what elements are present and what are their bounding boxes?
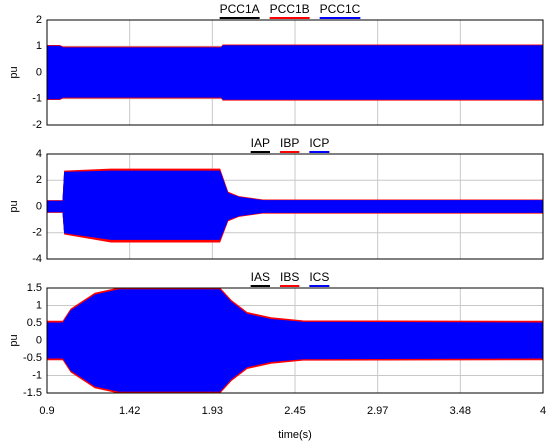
y-tick-label: -1.5 bbox=[23, 387, 42, 399]
y-tick-label: 0 bbox=[36, 200, 42, 212]
y-tick-label: 2 bbox=[36, 174, 42, 186]
legend-entry: PCC1A bbox=[220, 2, 260, 16]
x-tick-label: 2.97 bbox=[367, 405, 388, 417]
x-tick-label: 3.48 bbox=[450, 405, 471, 417]
legend-entry: ICS bbox=[309, 270, 329, 284]
legend-entry: PCC1B bbox=[270, 2, 310, 16]
x-tick-label: 2.45 bbox=[284, 405, 305, 417]
legend-entry: IAP bbox=[251, 136, 270, 150]
y-tick-label: -4 bbox=[32, 253, 42, 265]
y-tick-label: 1 bbox=[36, 40, 42, 52]
y-tick-label: 0.5 bbox=[27, 317, 42, 329]
x-tick-label: 0.9 bbox=[39, 405, 54, 417]
plot-frame bbox=[46, 19, 544, 126]
plot-frame bbox=[46, 287, 544, 394]
legend-entry: ICP bbox=[309, 136, 329, 150]
y-tick-label: -2 bbox=[32, 119, 42, 131]
signal-band bbox=[46, 45, 544, 100]
legend-entry: IBS bbox=[280, 270, 299, 284]
y-tick-label: 4 bbox=[36, 148, 42, 160]
x-tick-label: 1.42 bbox=[119, 405, 140, 417]
y-axis-label: pu bbox=[8, 200, 20, 212]
y-tick-label: -1 bbox=[32, 93, 42, 105]
legend-entry: IBP bbox=[280, 136, 299, 150]
x-axis-label: time(s) bbox=[278, 429, 312, 441]
y-tick-label: -1 bbox=[32, 369, 42, 381]
y-tick-label: 0 bbox=[36, 334, 42, 346]
legend-entry: IAS bbox=[251, 270, 270, 284]
y-axis-label: pu bbox=[8, 66, 20, 78]
y-axis-label: pu bbox=[8, 334, 20, 346]
legend-entry: PCC1C bbox=[320, 2, 361, 16]
y-tick-label: -2 bbox=[32, 227, 42, 239]
y-tick-label: 0 bbox=[36, 66, 42, 78]
y-tick-label: 1.5 bbox=[27, 282, 42, 294]
x-tick-label: 1.93 bbox=[202, 405, 223, 417]
y-tick-label: 2 bbox=[36, 14, 42, 26]
plot-frame bbox=[46, 153, 544, 260]
y-tick-label: 1 bbox=[36, 299, 42, 311]
x-tick-label: 4 bbox=[540, 405, 546, 417]
y-tick-label: -0.5 bbox=[23, 352, 42, 364]
